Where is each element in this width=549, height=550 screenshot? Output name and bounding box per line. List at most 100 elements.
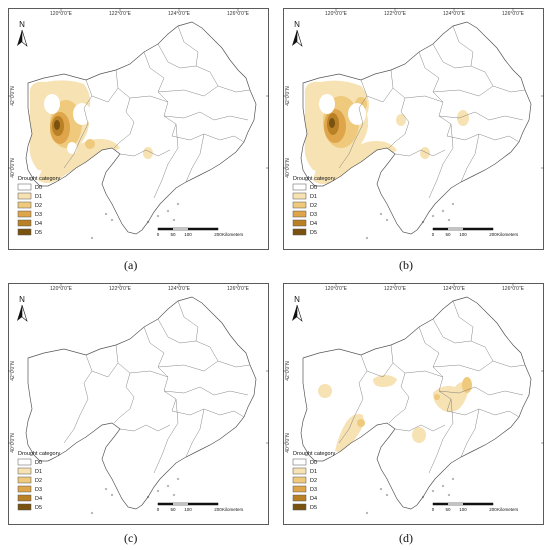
- province-outline: [300, 296, 532, 510]
- map-frame: [8, 283, 269, 525]
- legend-swatch: [292, 458, 307, 466]
- legend-label: D4: [310, 496, 317, 502]
- longitude-label: 120°0'0"E: [50, 11, 73, 17]
- scale-tick-label: 200: [214, 232, 222, 237]
- longitude-label: 124°0'0"E: [168, 286, 191, 292]
- scale-tick-label: 100: [184, 232, 192, 237]
- latitude-label: 42°0'0"N: [10, 361, 16, 381]
- drought-area: [329, 118, 335, 128]
- drought-area: [396, 114, 406, 126]
- legend-swatch: [17, 219, 32, 227]
- province-outline: [25, 296, 257, 510]
- legend-swatch: [17, 210, 32, 218]
- drought-patches: [29, 80, 153, 183]
- legend-swatch: [17, 183, 32, 191]
- drought-area: [318, 384, 332, 398]
- scale-tick-label: 50: [445, 507, 451, 512]
- legend-swatch: [17, 503, 32, 511]
- scale-tick-label: 0: [432, 232, 435, 237]
- scale-bar: 0 50 100 200 Kilometers: [157, 502, 244, 512]
- longitude-label: 122°0'0"E: [109, 286, 132, 292]
- legend-swatch: [17, 476, 32, 484]
- legend-label: D0: [35, 460, 42, 466]
- map-panel-a: 120°0'0"E 122°0'0"E 124°0'0"E 126°0'0"E 42°0…: [8, 8, 269, 250]
- legend-label: D3: [310, 212, 317, 218]
- legend-swatch: [292, 201, 307, 209]
- longitude-label: 126°0'0"E: [227, 286, 250, 292]
- legend-label: D4: [35, 496, 42, 502]
- legend-swatch: [17, 228, 32, 236]
- longitude-label: 122°0'0"E: [384, 286, 407, 292]
- drought-area: [73, 103, 91, 125]
- north-arrow-icon: [292, 305, 297, 321]
- legend-swatch: [292, 494, 307, 502]
- legend-label: D1: [310, 194, 317, 200]
- islands: [90, 477, 180, 515]
- legend-label: D3: [35, 212, 42, 218]
- longitude-label: 124°0'0"E: [443, 11, 466, 17]
- scale-tick-label: 50: [170, 232, 176, 237]
- legend-swatch: [292, 183, 307, 191]
- longitude-label: 124°0'0"E: [443, 286, 466, 292]
- legend-swatch: [17, 485, 32, 493]
- legend-label: D2: [310, 203, 317, 209]
- longitude-label: 120°0'0"E: [325, 286, 348, 292]
- legend-swatch: [292, 476, 307, 484]
- legend-label: D5: [35, 505, 42, 511]
- legend-swatch: [292, 467, 307, 475]
- north-arrow-icon: [292, 30, 297, 46]
- drought-area: [434, 394, 440, 400]
- panel-caption-c: (c): [124, 531, 138, 545]
- scale-bar: 0 50 100 200 Kilometers: [432, 502, 519, 512]
- longitude-label: 126°0'0"E: [227, 11, 250, 17]
- latitude-label: 40°0'0"N: [285, 158, 291, 178]
- legend-label: D4: [310, 221, 317, 227]
- longitude-label: 122°0'0"E: [384, 11, 407, 17]
- scale-tick-label: 200: [214, 507, 222, 512]
- north-arrow: N: [17, 295, 28, 322]
- legend: Drought category D0 D1 D2 D3 D4 D5: [17, 451, 60, 511]
- longitude-label: 120°0'0"E: [50, 286, 73, 292]
- county-boundaries: [63, 300, 251, 474]
- drought-area: [319, 94, 335, 114]
- scale-tick-label: 200: [489, 507, 497, 512]
- scale-tick-label: 0: [157, 232, 160, 237]
- legend-title: Drought category: [293, 176, 335, 182]
- legend-swatch: [292, 228, 307, 236]
- drought-area: [38, 139, 120, 183]
- north-arrow: N: [292, 295, 303, 322]
- panel-caption-d: (d): [399, 531, 413, 545]
- scale-tick-label: 50: [445, 232, 451, 237]
- scale-tick-label: 100: [459, 232, 467, 237]
- legend-label: D3: [310, 487, 317, 493]
- legend-swatch: [17, 494, 32, 502]
- legend-swatch: [17, 467, 32, 475]
- legend-swatch: [17, 192, 32, 200]
- drought-area: [85, 139, 95, 149]
- legend-title: Drought category: [293, 451, 335, 457]
- north-label: N: [19, 20, 25, 29]
- longitude-label: 122°0'0"E: [109, 11, 132, 17]
- legend-label: D2: [310, 478, 317, 484]
- scale-tick-label: 0: [157, 507, 160, 512]
- county-boundaries: [338, 25, 526, 199]
- drought-patches: [318, 375, 472, 453]
- legend-swatch: [292, 485, 307, 493]
- scale-tick-label: 0: [432, 507, 435, 512]
- county-boundaries: [63, 25, 251, 199]
- legend-label: D4: [35, 221, 42, 227]
- legend-swatch: [292, 210, 307, 218]
- scale-tick-label: 50: [170, 507, 176, 512]
- drought-area: [44, 94, 60, 114]
- map-panel-d: 120°0'0"E 122°0'0"E 124°0'0"E 126°0'0"E 42°0…: [283, 283, 544, 525]
- longitude-label: 126°0'0"E: [502, 286, 525, 292]
- drought-area: [412, 427, 426, 443]
- legend-label: D1: [310, 469, 317, 475]
- legend: Drought category D0 D1 D2 D3 D4 D5: [292, 451, 335, 511]
- legend: Drought category D0 D1 D2 D3 D4 D5: [17, 176, 60, 236]
- panel-caption-b: (b): [399, 258, 413, 272]
- legend-label: D5: [310, 230, 317, 236]
- legend-swatch: [17, 201, 32, 209]
- legend-label: D1: [35, 469, 42, 475]
